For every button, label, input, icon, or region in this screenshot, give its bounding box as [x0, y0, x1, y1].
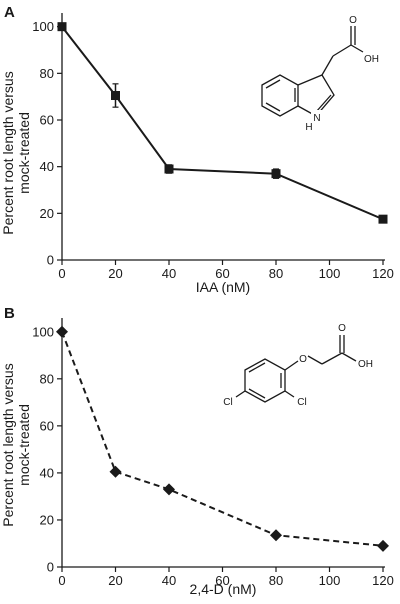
panel-a-data-point-4 [378, 214, 388, 224]
panel-b-x-tick-label-3: 60 [215, 573, 229, 588]
24d-oxo-label: O [338, 323, 346, 334]
panel-b-x-axis-label: 2,4-D (nM) [190, 581, 257, 597]
panel-b-y-tick-label-0: 0 [47, 560, 54, 575]
iaa-hydrogen-label: H [305, 122, 312, 133]
panel-b-data-point-2 [163, 483, 175, 496]
panel-a-x-tick-label-4: 80 [269, 266, 283, 281]
24d-chloro-left-label: Cl [223, 397, 232, 408]
panel-a-letter: A [4, 4, 15, 21]
panel-b-x-tick-label-0: 0 [58, 573, 65, 588]
panel-a-data-point-0 [57, 22, 67, 32]
panel-a-y-tick-label-0: 0 [47, 253, 54, 268]
chart-panel-a: A 0 20 40 60 80 100 0 20 40 60 80 100 120 IAA (nM) P… [0, 4, 394, 295]
panel-a-y-tick-label-4: 80 [40, 66, 54, 81]
panel-b-y-tick-label-4: 80 [40, 371, 54, 386]
24d-structure-diagram [235, 335, 357, 403]
panel-a-x-tick-label-5: 100 [319, 266, 341, 281]
24d-acid-label: OH [358, 359, 373, 370]
24d-ether-label: O [299, 354, 307, 365]
iaa-amine-label: N [313, 113, 320, 124]
panel-b-data-point-3 [270, 529, 282, 542]
panel-b-y-axis-label-line2: mock-treated [16, 404, 32, 486]
panel-b-data-point-4 [377, 539, 389, 552]
panel-a-x-tick-label-1: 20 [108, 266, 122, 281]
panel-b-y-tick-label-2: 40 [40, 465, 54, 480]
panel-b-letter: B [4, 305, 15, 322]
panel-b-marks [56, 325, 389, 552]
iaa-oxo-label: O [349, 15, 357, 26]
panel-a-x-tick-label-3: 60 [215, 266, 229, 281]
panel-a-y-tick-label-3: 60 [40, 113, 54, 128]
panel-b-x-tick-label-6: 120 [372, 573, 394, 588]
panel-a-y-axis-label-line1: Percent root length versus [0, 71, 16, 234]
panel-a-x-tick-label-6: 120 [372, 266, 394, 281]
panel-a-data-point-3 [271, 169, 281, 179]
panel-b-y-tick-label-5: 100 [32, 324, 54, 339]
panel-b-data-point-0 [56, 325, 68, 338]
panel-b-x-tick-label-1: 20 [108, 573, 122, 588]
panel-a-data-point-2 [164, 164, 174, 174]
iaa-structure-diagram [261, 26, 364, 117]
panel-b-data-point-1 [109, 465, 122, 478]
panel-b-y-tick-label-3: 60 [40, 418, 54, 433]
panel-a-y-tick-label-5: 100 [32, 19, 54, 34]
panel-a-marks [57, 22, 388, 224]
panel-a-axes: 0 20 40 60 80 100 0 20 40 60 80 100 120 [32, 13, 394, 281]
chart-panel-b: B 0 20 40 60 80 100 0 20 40 60 80 100 120 2,4-D (nM)… [0, 305, 394, 597]
panel-b-x-tick-label-5: 100 [319, 573, 341, 588]
iaa-acid-label: OH [364, 54, 379, 65]
panel-b-axes: 0 20 40 60 80 100 0 20 40 60 80 100 120 [32, 318, 394, 588]
panel-b-series-line [61, 331, 384, 547]
panel-a-x-tick-label-0: 0 [58, 266, 65, 281]
24d-chloro-right-label: Cl [297, 397, 306, 408]
panel-a-x-axis-label: IAA (nM) [196, 279, 250, 295]
panel-b-x-tick-label-2: 40 [162, 573, 176, 588]
panel-b-y-axis-label-line1: Percent root length versus [0, 363, 16, 526]
panel-a-y-axis-label-line2: mock-treated [16, 112, 32, 194]
panel-a-y-tick-label-1: 20 [40, 206, 54, 221]
panel-a-y-tick-label-2: 40 [40, 159, 54, 174]
panel-a-x-tick-label-2: 40 [162, 266, 176, 281]
panel-b-y-tick-label-1: 20 [40, 512, 54, 527]
panel-b-x-tick-label-4: 80 [269, 573, 283, 588]
panel-a-data-point-1 [111, 91, 120, 100]
